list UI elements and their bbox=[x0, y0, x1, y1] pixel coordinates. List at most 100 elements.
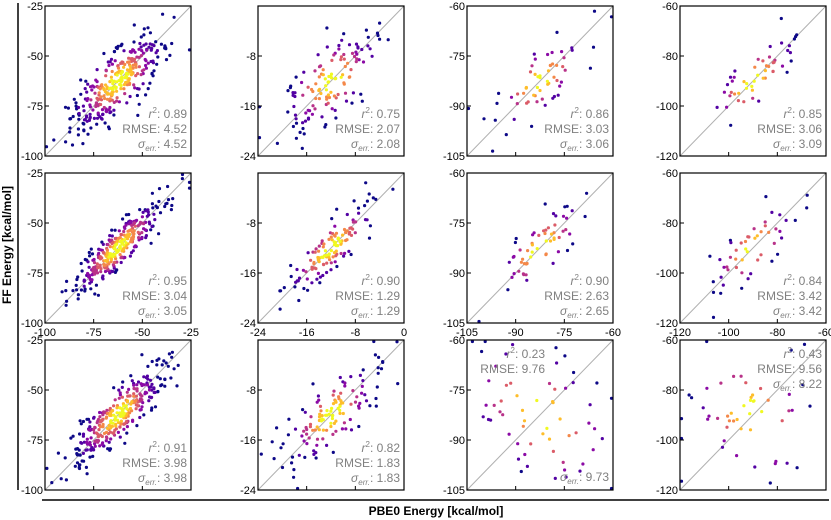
scatter-point bbox=[329, 424, 333, 429]
scatter-point bbox=[719, 291, 723, 295]
scatter-point bbox=[729, 411, 733, 415]
scatter-point bbox=[96, 439, 100, 443]
scatter-point bbox=[101, 417, 105, 421]
scatter-point bbox=[720, 445, 725, 449]
scatter-point bbox=[348, 417, 352, 422]
scatter-point bbox=[306, 85, 310, 89]
scatter-point bbox=[79, 78, 83, 82]
scatter-point bbox=[679, 417, 684, 421]
scatter-point bbox=[325, 428, 329, 432]
stat-r2: r2: 0.86 bbox=[571, 106, 610, 121]
scatter-point bbox=[301, 93, 305, 97]
scatter-point bbox=[763, 224, 767, 228]
scatter-point bbox=[81, 419, 85, 424]
scatter-point bbox=[279, 446, 283, 450]
scatter-point bbox=[101, 413, 105, 417]
scatter-point bbox=[343, 381, 347, 385]
plot-frame bbox=[466, 5, 614, 157]
scatter-point bbox=[350, 51, 355, 56]
scatter-point bbox=[147, 385, 151, 389]
scatter-point bbox=[517, 269, 521, 273]
scatter-point bbox=[351, 91, 355, 95]
scatter-point bbox=[529, 255, 533, 259]
scatter-point bbox=[554, 346, 558, 350]
scatter-point bbox=[331, 402, 336, 406]
scatter-point bbox=[555, 30, 559, 34]
scatter-point bbox=[180, 177, 184, 181]
scatter-point bbox=[537, 233, 541, 237]
scatter-point bbox=[114, 248, 118, 252]
scatter-point bbox=[513, 240, 518, 245]
scatter-point bbox=[308, 422, 313, 426]
x-tick-label: -50 bbox=[134, 327, 150, 339]
scatter-point bbox=[333, 234, 337, 238]
scatter-point bbox=[293, 285, 297, 289]
scatter-point bbox=[150, 406, 154, 410]
scatter-point bbox=[127, 212, 131, 217]
scatter-point bbox=[86, 417, 91, 421]
scatter-point bbox=[156, 55, 160, 59]
scatter-point bbox=[92, 428, 96, 432]
scatter-point bbox=[341, 411, 345, 416]
scatter-point bbox=[108, 105, 112, 110]
scatter-point bbox=[544, 239, 548, 243]
scatter-point bbox=[363, 204, 367, 208]
scatter-point bbox=[395, 340, 399, 344]
y-tick-label: -60 bbox=[449, 1, 465, 13]
scatter-point bbox=[550, 50, 554, 55]
x-tick-label: -60 bbox=[605, 327, 621, 339]
scatter-point bbox=[742, 80, 746, 84]
scatter-point bbox=[747, 235, 751, 239]
stat-rmse: RMSE: 2.63 bbox=[544, 289, 609, 303]
scatter-point bbox=[795, 466, 799, 470]
scatter-point bbox=[523, 452, 527, 457]
scatter-point bbox=[312, 260, 316, 265]
scatter-point bbox=[99, 270, 103, 274]
scatter-point bbox=[742, 404, 746, 408]
scatter-point bbox=[739, 427, 743, 431]
scatter-point bbox=[110, 90, 114, 94]
stat-r2: r2: 0.84 bbox=[784, 273, 823, 288]
scatter-point bbox=[745, 250, 749, 254]
scatter-point bbox=[155, 363, 159, 367]
scatter-point bbox=[120, 241, 124, 245]
scatter-point bbox=[744, 381, 748, 385]
scatter-point bbox=[86, 132, 90, 136]
scatter-point bbox=[118, 245, 122, 249]
parity-line bbox=[679, 172, 827, 324]
scatter-point bbox=[137, 65, 141, 69]
stat-r2: r2: 0.82 bbox=[362, 440, 401, 455]
scatter-point bbox=[148, 395, 152, 399]
scatter-point bbox=[751, 393, 755, 397]
x-tick-label: -60 bbox=[818, 327, 831, 339]
scatter-point bbox=[338, 411, 342, 415]
scatter-point bbox=[323, 125, 327, 129]
scatter-point bbox=[336, 92, 340, 97]
scatter-point bbox=[171, 197, 175, 201]
scatter-point bbox=[81, 142, 85, 146]
scatter-point bbox=[609, 396, 614, 400]
scatter-point bbox=[148, 42, 152, 46]
scatter-point bbox=[364, 28, 368, 32]
scatter-point bbox=[119, 419, 123, 423]
scatter-point bbox=[95, 262, 99, 266]
stat-rmse: RMSE: 3.42 bbox=[757, 289, 822, 303]
scatter-point bbox=[97, 428, 101, 432]
scatter-point bbox=[102, 105, 106, 110]
scatter-point bbox=[291, 124, 295, 129]
scatter-point bbox=[306, 251, 310, 255]
scatter-point bbox=[378, 21, 382, 25]
scatter-point bbox=[314, 451, 318, 455]
y-tick-label: -90 bbox=[449, 101, 465, 113]
scatter-point bbox=[108, 60, 112, 64]
scatter-point bbox=[272, 457, 276, 461]
scatter-point bbox=[124, 80, 128, 85]
scatter-point bbox=[504, 352, 508, 356]
scatter-point bbox=[289, 274, 293, 279]
scatter-point bbox=[329, 76, 334, 80]
scatter-point bbox=[501, 413, 505, 417]
scatter-point bbox=[296, 279, 300, 283]
scatter-point bbox=[535, 398, 539, 403]
scatter-point bbox=[359, 92, 363, 96]
